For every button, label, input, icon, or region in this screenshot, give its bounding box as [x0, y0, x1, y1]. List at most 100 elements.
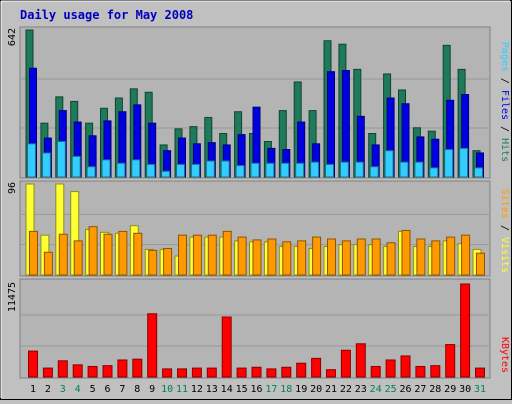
ymax-label-kbytes: 11475	[7, 282, 18, 312]
bar-pages-day-18	[280, 162, 290, 178]
bar-pages-day-20	[310, 161, 320, 178]
bar-kbytes-day-22	[340, 349, 351, 378]
x-tick-label-day-27: 27	[414, 384, 426, 395]
bar-sites-day-15	[237, 236, 247, 276]
x-tick-label-day-10: 10	[161, 384, 173, 395]
x-tick-label-day-7: 7	[119, 384, 125, 395]
bar-pages-day-26	[399, 161, 409, 178]
axis-title-part: /	[499, 120, 510, 138]
bar-kbytes-day-19	[296, 362, 307, 378]
bar-sites-day-31	[476, 252, 485, 276]
bar-kbytes-day-9	[147, 313, 158, 378]
bar-sites-day-19	[297, 240, 307, 276]
bar-sites-day-4	[73, 240, 83, 276]
bar-pages-day-22	[339, 161, 349, 178]
bar-kbytes-day-15	[236, 367, 247, 378]
bar-pages-day-15	[235, 165, 245, 178]
x-tick-label-day-30: 30	[459, 384, 471, 395]
x-tick-label-day-18: 18	[280, 384, 292, 395]
bar-kbytes-day-10	[162, 368, 173, 378]
bar-pages-day-25	[384, 150, 394, 178]
x-tick-label-day-19: 19	[295, 384, 307, 395]
bar-sites-day-25	[386, 242, 396, 276]
bar-pages-day-8	[131, 159, 141, 178]
bar-kbytes-day-7	[117, 359, 128, 378]
x-tick-label-day-1: 1	[30, 384, 36, 395]
bar-kbytes-day-4	[72, 364, 83, 378]
bar-files-day-22	[341, 70, 350, 178]
bar-sites-day-5	[88, 226, 98, 276]
bar-kbytes-day-2	[42, 367, 53, 378]
bar-sites-day-11	[178, 234, 187, 276]
x-tick-label-day-23: 23	[355, 384, 367, 395]
x-tick-label-day-25: 25	[385, 384, 397, 395]
bar-kbytes-day-14	[221, 316, 232, 378]
bar-sites-day-13	[207, 234, 217, 276]
x-tick-label-day-26: 26	[399, 384, 411, 395]
x-tick-label-day-29: 29	[444, 384, 456, 395]
x-tick-label-day-16: 16	[250, 384, 262, 395]
bar-pages-day-10	[161, 170, 171, 178]
x-tick-label-day-3: 3	[60, 384, 66, 395]
bar-sites-day-27	[416, 238, 426, 276]
axis-title-part: /	[499, 72, 510, 90]
bar-sites-day-12	[192, 234, 202, 276]
ymax-label-visits-sites: 96	[7, 182, 18, 194]
bar-sites-day-21	[327, 238, 336, 276]
x-tick-label-day-12: 12	[191, 384, 203, 395]
bar-sites-day-29	[446, 236, 456, 276]
bar-kbytes-day-23	[355, 343, 366, 378]
bar-pages-day-30	[459, 147, 469, 178]
axis-title-part: Sites	[499, 189, 510, 219]
bar-kbytes-day-13	[206, 367, 217, 378]
axis-title-part: Visits	[499, 237, 510, 273]
bar-kbytes-day-1	[28, 350, 38, 378]
x-tick-label-day-20: 20	[310, 384, 322, 395]
bar-pages-day-5	[86, 166, 96, 178]
bar-kbytes-day-24	[370, 365, 381, 378]
bar-kbytes-day-21	[326, 369, 336, 378]
panel-kbytes	[19, 278, 491, 379]
axis-title-part: Files	[499, 90, 510, 120]
bar-sites-day-16	[252, 239, 262, 276]
bar-kbytes-day-18	[281, 366, 292, 378]
bar-sites-day-2	[43, 251, 53, 276]
bar-kbytes-day-30	[460, 283, 471, 378]
x-tick-label-day-4: 4	[75, 384, 81, 395]
x-tick-label-day-13: 13	[206, 384, 218, 395]
bar-sites-day-24	[371, 238, 381, 276]
x-tick-label-day-28: 28	[429, 384, 441, 395]
bar-kbytes-day-12	[191, 367, 202, 378]
x-tick-label-day-17: 17	[265, 384, 277, 395]
bar-kbytes-day-29	[445, 344, 456, 378]
bar-pages-day-14	[220, 160, 230, 178]
bar-sites-day-26	[401, 229, 411, 276]
x-tick-label-day-2: 2	[45, 384, 51, 395]
bar-pages-day-27	[414, 161, 424, 178]
bar-pages-day-28	[429, 167, 439, 178]
bar-pages-day-23	[354, 161, 364, 178]
bar-kbytes-day-16	[251, 366, 262, 378]
x-tick-label-day-22: 22	[340, 384, 352, 395]
bar-sites-day-30	[461, 234, 471, 276]
axis-title-hits-files-pages: Pages / Files / Hits	[499, 42, 510, 162]
bar-pages-day-7	[116, 162, 126, 178]
bar-pages-day-9	[146, 163, 156, 178]
bar-pages-day-21	[325, 163, 334, 178]
bar-sites-day-14	[222, 230, 232, 276]
bar-sites-day-20	[312, 236, 322, 276]
bar-pages-day-4	[71, 155, 81, 178]
bar-sites-day-7	[118, 230, 128, 276]
bar-pages-day-17	[265, 162, 275, 178]
bar-pages-day-11	[176, 163, 185, 178]
ymax-label-hits-files-pages: 642	[7, 28, 18, 46]
x-tick-label-day-11: 11	[176, 384, 188, 395]
bar-sites-day-10	[163, 247, 173, 276]
x-tick-label-day-14: 14	[221, 384, 233, 395]
bar-pages-day-1	[27, 143, 36, 178]
chart-title: Daily usage for May 2008	[20, 8, 193, 22]
bar-sites-day-8	[133, 232, 143, 276]
bar-kbytes-day-27	[415, 365, 426, 378]
